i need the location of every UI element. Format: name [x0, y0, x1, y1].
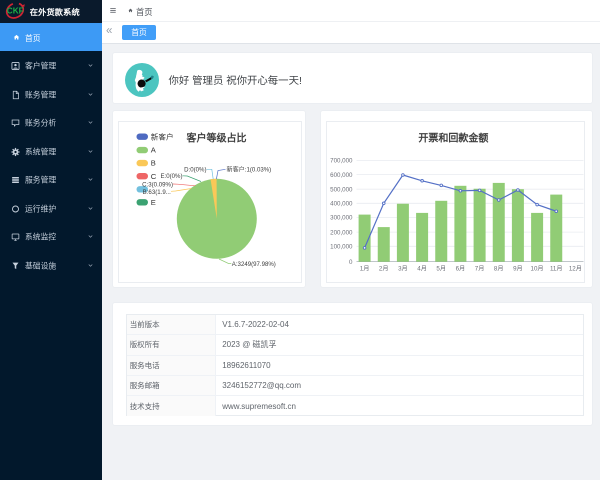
svg-text:6月: 6月	[456, 265, 466, 272]
svg-text:700,000: 700,000	[330, 158, 353, 165]
svg-text:3月: 3月	[398, 265, 408, 272]
svg-text:CKF: CKF	[7, 7, 24, 16]
svg-text:9月: 9月	[513, 265, 523, 272]
svg-text:600,000: 600,000	[330, 172, 353, 179]
svg-text:200,000: 200,000	[330, 229, 353, 236]
svg-text:E:0(0%): E:0(0%)	[160, 173, 182, 180]
svg-text:11月: 11月	[550, 265, 563, 272]
svg-text:B: B	[150, 159, 155, 168]
svg-text:A:3249(97.98%): A:3249(97.98%)	[231, 261, 275, 268]
svg-text:新客户:1(0.03%): 新客户:1(0.03%)	[226, 166, 271, 174]
svg-text:5月: 5月	[436, 265, 446, 272]
svg-text:D:0(0%): D:0(0%)	[184, 167, 206, 174]
svg-text:500,000: 500,000	[330, 186, 353, 193]
svg-text:E: E	[150, 198, 155, 207]
svg-text:1月: 1月	[360, 265, 370, 272]
svg-text:客户等级占比: 客户等级占比	[185, 132, 246, 145]
svg-text:B:63(1.9...: B:63(1.9...	[142, 189, 170, 196]
svg-text:新客户: 新客户	[150, 131, 173, 141]
svg-text:400,000: 400,000	[330, 201, 353, 208]
svg-text:A: A	[150, 146, 156, 155]
svg-text:2月: 2月	[379, 265, 389, 272]
svg-text:开票和回款金额: 开票和回款金额	[418, 132, 488, 145]
svg-text:12月: 12月	[569, 265, 582, 272]
svg-text:300,000: 300,000	[330, 215, 353, 222]
svg-text:7月: 7月	[475, 265, 485, 272]
svg-text:0: 0	[349, 259, 353, 266]
svg-text:10月: 10月	[531, 265, 544, 272]
svg-text:100,000: 100,000	[330, 244, 353, 251]
svg-text:C:3(0.09%): C:3(0.09%)	[142, 181, 173, 188]
svg-text:4月: 4月	[417, 265, 427, 272]
svg-text:C: C	[150, 172, 156, 181]
svg-text:8月: 8月	[494, 265, 504, 272]
